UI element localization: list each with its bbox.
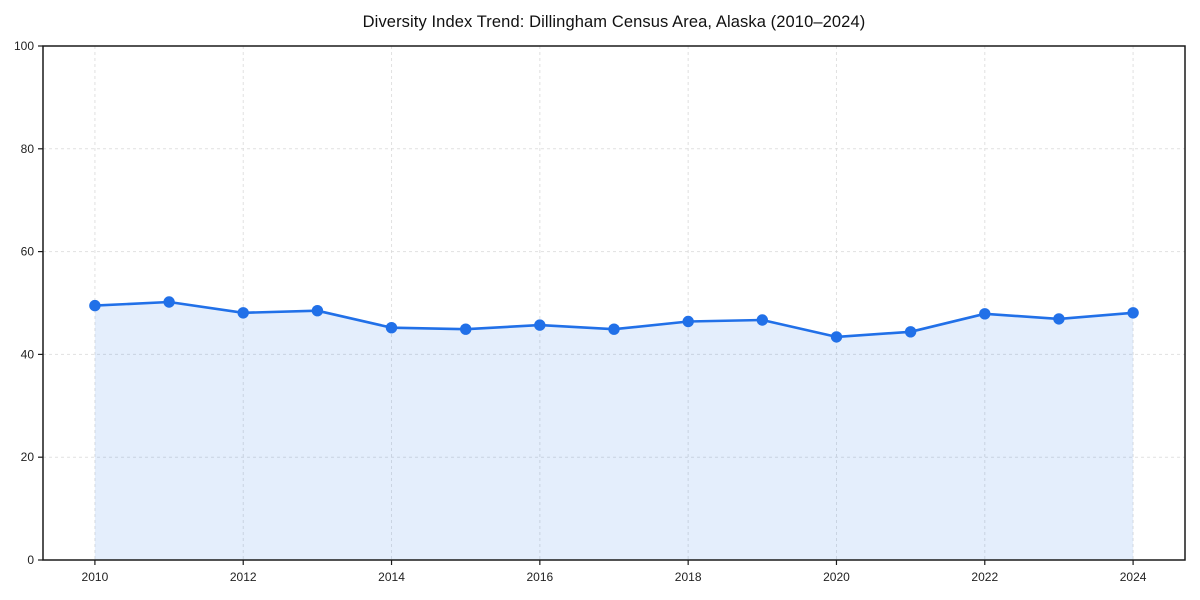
x-tick-label: 2012	[230, 570, 257, 584]
y-tick-label: 60	[21, 245, 35, 259]
y-tick-label: 80	[21, 142, 35, 156]
data-point-2018	[682, 315, 694, 328]
x-tick-label: 2022	[971, 570, 998, 584]
x-tick-label: 2020	[823, 570, 850, 584]
data-point-2016	[534, 319, 546, 331]
data-point-2011	[163, 296, 175, 308]
data-point-2014	[385, 322, 398, 334]
data-point-2020	[830, 331, 843, 343]
data-point-2019	[756, 314, 768, 326]
chart-title: Diversity Index Trend: Dillingham Census…	[362, 13, 866, 31]
data-point-2013	[311, 305, 324, 317]
data-point-2021	[904, 326, 917, 338]
x-tick-label: 2016	[526, 570, 553, 584]
data-point-2012	[237, 307, 249, 319]
data-point-2022	[979, 308, 991, 320]
x-tick-label: 2024	[1120, 570, 1147, 584]
data-point-2023	[1053, 313, 1065, 325]
data-point-2010	[89, 299, 101, 312]
y-tick-label: 0	[27, 553, 34, 567]
axis-frame	[42, 45, 1186, 561]
data-point-2015	[460, 323, 472, 335]
x-tick-label: 2018	[675, 570, 702, 584]
y-tick-label: 40	[21, 347, 35, 361]
y-tick-label: 20	[21, 450, 35, 464]
x-tick-label: 2010	[82, 570, 109, 584]
x-tick-label: 2014	[378, 570, 405, 584]
data-point-2017	[608, 323, 620, 335]
y-tick-label: 100	[14, 39, 34, 53]
data-point-2024	[1127, 307, 1139, 319]
area-fill	[94, 302, 1134, 560]
